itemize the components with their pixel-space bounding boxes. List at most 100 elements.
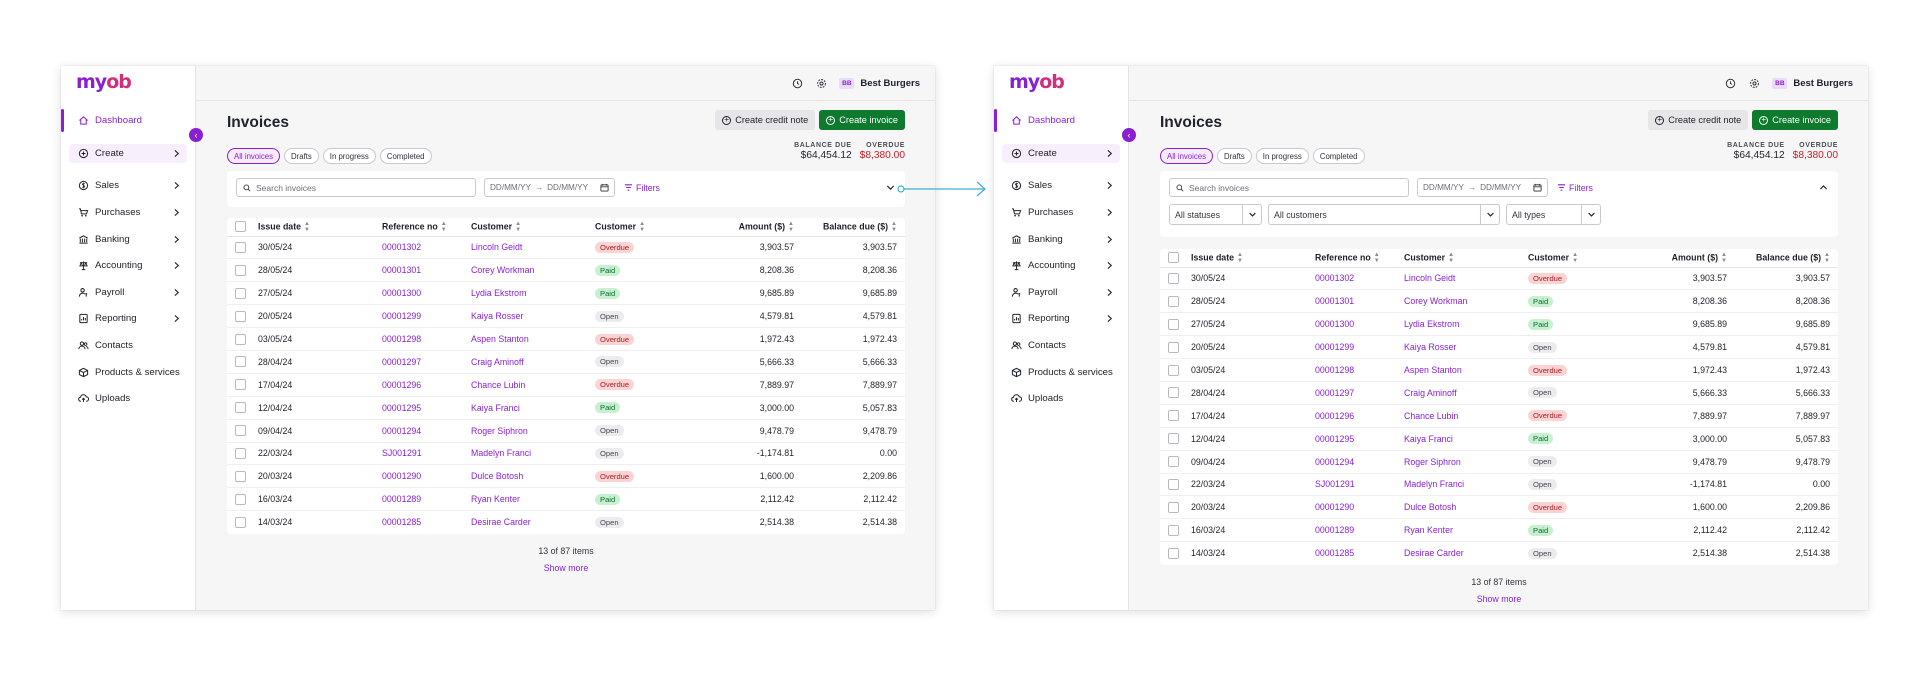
column-header-balance-due[interactable]: Balance due ($) ▲ ▼ xyxy=(794,218,905,237)
table-row[interactable]: 22/03/24 SJ001291 Madelyn Franci Open -1,174… xyxy=(227,442,905,466)
customer-link[interactable]: Aspen Stanton xyxy=(471,334,529,344)
table-row[interactable]: 28/04/24 00001297 Craig Aminoff Open 5,666.3… xyxy=(1160,381,1838,405)
column-header-amount[interactable]: Amount ($) ▲ ▼ xyxy=(674,218,794,237)
reference-link[interactable]: 00001302 xyxy=(382,242,422,253)
customer-link[interactable]: Lydia Ekstrom xyxy=(471,288,527,299)
column-header-customer[interactable]: Customer ▲ ▼ xyxy=(471,218,595,237)
sidebar-item-products-and-services[interactable]: Products & services xyxy=(994,359,1128,386)
create-invoice-button[interactable]: + Create invoice xyxy=(819,110,905,130)
sidebar-item-payroll[interactable]: Payroll xyxy=(61,279,195,306)
select-all-checkbox[interactable] xyxy=(1168,252,1179,264)
column-header-status[interactable]: Customer ▲ ▼ xyxy=(595,218,674,237)
tab-drafts[interactable]: Drafts xyxy=(284,148,319,164)
table-row[interactable]: 27/05/24 00001300 Lydia Ekstrom Paid 9,685.8… xyxy=(227,281,905,306)
row-checkbox[interactable] xyxy=(1168,410,1179,422)
customer-link[interactable]: Kaiya Rosser xyxy=(1404,342,1457,353)
table-row[interactable]: 22/03/24 SJ001291 Madelyn Franci Open -1,174… xyxy=(1160,473,1838,497)
row-checkbox[interactable] xyxy=(1168,547,1179,559)
customer-link[interactable]: Kaiya Franci xyxy=(471,402,520,413)
gear-icon[interactable] xyxy=(815,77,827,89)
customer-link[interactable]: Aspen Stanton xyxy=(1404,365,1462,375)
customer-select[interactable]: All customers xyxy=(1268,204,1500,225)
tab-all-invoices[interactable]: All invoices xyxy=(1160,148,1213,164)
type-select[interactable]: All types xyxy=(1506,204,1601,225)
table-row[interactable]: 20/05/24 00001299 Kaiya Rosser Open 4,579.81… xyxy=(227,304,905,329)
reference-link[interactable]: 00001285 xyxy=(382,517,422,528)
row-checkbox[interactable] xyxy=(1168,318,1179,330)
sidebar-item-banking[interactable]: Banking xyxy=(61,226,195,253)
tab-drafts[interactable]: Drafts xyxy=(1217,148,1252,164)
date-range-input[interactable]: DD/MM/YY → DD/MM/YY xyxy=(1417,178,1548,197)
column-header-status[interactable]: Customer ▲ ▼ xyxy=(1528,249,1607,268)
show-more-link[interactable]: Show more xyxy=(543,562,589,573)
create-credit-note-button[interactable]: + Create credit note xyxy=(715,110,816,130)
row-checkbox[interactable] xyxy=(235,402,246,414)
business-name[interactable]: Best Burgers xyxy=(860,77,920,89)
row-checkbox[interactable] xyxy=(235,264,246,276)
tab-all-invoices[interactable]: All invoices xyxy=(227,148,280,164)
reference-link[interactable]: 00001298 xyxy=(1315,365,1355,375)
sidebar-item-uploads[interactable]: Uploads xyxy=(994,385,1128,412)
reference-link[interactable]: 00001296 xyxy=(382,379,422,390)
sidebar-item-sales[interactable]: Sales xyxy=(61,173,195,200)
reference-link[interactable]: SJ001291 xyxy=(382,448,422,459)
date-range-input[interactable]: DD/MM/YY → DD/MM/YY xyxy=(484,178,615,197)
customer-link[interactable]: Craig Aminoff xyxy=(1404,387,1457,398)
sidebar-item-create[interactable]: Create xyxy=(1002,143,1120,163)
sidebar-item-dashboard[interactable]: Dashboard xyxy=(61,107,195,134)
table-row[interactable]: 09/04/24 00001294 Roger Siphron Open 9,478.7… xyxy=(1160,450,1838,474)
table-row[interactable]: 30/05/24 00001302 Lincoln Geidt Overdue 3,90… xyxy=(1160,267,1838,291)
table-row[interactable]: 20/03/24 00001290 Dulce Botosh Overdue 1,600… xyxy=(227,464,905,489)
sidebar-item-sales[interactable]: Sales xyxy=(994,173,1128,200)
sidebar-item-contacts[interactable]: Contacts xyxy=(61,332,195,359)
customer-link[interactable]: Roger Siphron xyxy=(1404,456,1461,467)
expand-filters-icon[interactable] xyxy=(884,182,896,194)
row-checkbox[interactable] xyxy=(235,448,246,460)
sidebar-item-dashboard[interactable]: Dashboard xyxy=(994,107,1128,134)
tab-in-progress[interactable]: In progress xyxy=(322,148,376,164)
row-checkbox[interactable] xyxy=(1168,524,1179,536)
sidebar-item-purchases[interactable]: Purchases xyxy=(61,199,195,226)
clock-icon[interactable] xyxy=(791,77,803,89)
customer-link[interactable]: Lydia Ekstrom xyxy=(1404,319,1460,330)
sidebar-item-banking[interactable]: Banking xyxy=(994,226,1128,253)
sidebar-item-accounting[interactable]: Accounting xyxy=(61,252,195,279)
column-header-reference-no[interactable]: Reference no ▲ ▼ xyxy=(382,218,471,237)
table-row[interactable]: 28/04/24 00001297 Craig Aminoff Open 5,666.3… xyxy=(227,350,905,374)
row-checkbox[interactable] xyxy=(235,470,246,482)
row-checkbox[interactable] xyxy=(1168,341,1179,353)
column-header-issue-date[interactable]: Issue date ▲ ▼ xyxy=(1191,249,1315,268)
tab-in-progress[interactable]: In progress xyxy=(1255,148,1309,164)
collapse-sidebar-button[interactable]: ‹ xyxy=(1122,128,1136,142)
business-avatar[interactable]: BB xyxy=(839,77,855,89)
reference-link[interactable]: 00001289 xyxy=(1315,525,1355,536)
customer-link[interactable]: Desirae Carder xyxy=(1404,548,1464,559)
clock-icon[interactable] xyxy=(1724,77,1736,89)
row-checkbox[interactable] xyxy=(235,333,246,345)
table-row[interactable]: 12/04/24 00001295 Kaiya Franci Paid 3,000.00… xyxy=(1160,427,1838,451)
row-checkbox[interactable] xyxy=(1168,479,1179,491)
table-row[interactable]: 14/03/24 00001285 Desirae Carder Open 2,514.… xyxy=(1160,542,1838,565)
table-row[interactable]: 17/04/24 00001296 Chance Lubin Overdue 7,889… xyxy=(227,373,905,397)
customer-link[interactable]: Madelyn Franci xyxy=(471,448,532,459)
customer-link[interactable]: Dulce Botosh xyxy=(471,471,524,482)
table-row[interactable]: 28/05/24 00001301 Corey Workman Paid 8,208.3… xyxy=(227,258,905,283)
column-header-reference-no[interactable]: Reference no ▲ ▼ xyxy=(1315,249,1404,268)
search-input[interactable]: Search invoices xyxy=(1169,178,1409,197)
table-row[interactable]: 12/04/24 00001295 Kaiya Franci Paid 3,000.00… xyxy=(227,396,905,420)
filters-button[interactable]: Filters xyxy=(624,183,660,193)
customer-link[interactable]: Chance Lubin xyxy=(1404,410,1459,421)
table-row[interactable]: 14/03/24 00001285 Desirae Carder Open 2,514.… xyxy=(227,511,905,534)
reference-link[interactable]: 00001297 xyxy=(382,356,422,367)
reference-link[interactable]: 00001290 xyxy=(382,471,422,482)
sidebar-item-accounting[interactable]: Accounting xyxy=(994,252,1128,279)
table-row[interactable]: 30/05/24 00001302 Lincoln Geidt Overdue 3,90… xyxy=(227,236,905,260)
table-row[interactable]: 16/03/24 00001289 Ryan Kenter Paid 2,112.42 2… xyxy=(227,487,905,512)
row-checkbox[interactable] xyxy=(1168,501,1179,513)
table-row[interactable]: 20/05/24 00001299 Kaiya Rosser Open 4,579.81… xyxy=(1160,335,1838,360)
row-checkbox[interactable] xyxy=(235,493,246,505)
row-checkbox[interactable] xyxy=(1168,433,1179,445)
business-avatar[interactable]: BB xyxy=(1772,77,1788,89)
customer-link[interactable]: Dulce Botosh xyxy=(1404,502,1457,513)
customer-link[interactable]: Desirae Carder xyxy=(471,517,531,528)
